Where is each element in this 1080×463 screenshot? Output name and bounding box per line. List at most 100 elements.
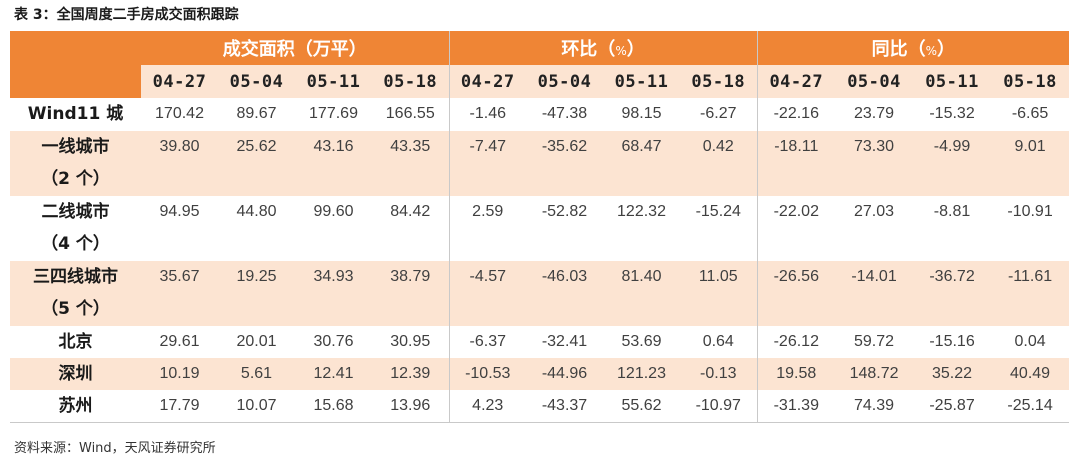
percent-unit: % [925, 44, 937, 58]
cell-value: 177.69 [309, 105, 358, 122]
value-cell: 121.23 [603, 358, 680, 390]
cell-value: -11.61 [1007, 268, 1053, 285]
value-cell: -4.57 [448, 261, 526, 326]
cell-value: 89.67 [236, 105, 277, 122]
value-cell: -8.81 [913, 196, 992, 261]
value-cell: 0.04 [991, 326, 1070, 358]
header-corner [10, 65, 141, 98]
cell-value: 12.39 [390, 365, 431, 382]
cell-value: -43.37 [541, 397, 588, 414]
value-cell: 15.68 [295, 390, 372, 423]
value-cell: -15.32 [913, 98, 992, 131]
cell-value: -15.16 [929, 333, 975, 350]
cell-value: -25.87 [929, 397, 975, 414]
cell-value: -4.57 [469, 268, 506, 285]
value-cell: 84.42 [372, 196, 449, 261]
header-corner [10, 31, 141, 65]
cell-value: -46.03 [541, 268, 588, 285]
cell-value: 25.62 [236, 138, 277, 155]
value-cell: -6.37 [448, 326, 526, 358]
row-label: 三四线城市 （5 个） [10, 261, 141, 326]
percent-unit: % [615, 44, 627, 58]
row-label: 深圳 [10, 358, 141, 390]
cell-value: -6.65 [1011, 105, 1049, 122]
group-header-mom: 环比（%） [448, 31, 758, 65]
table-row: 苏州 17.79 10.07 15.68 13.96 4.23 -43.37 55.62 -10… [10, 390, 1070, 423]
cell-value: 13.96 [390, 397, 431, 414]
value-cell: -4.99 [913, 131, 992, 196]
value-cell: 166.55 [372, 98, 449, 131]
cell-value: 43.35 [390, 138, 431, 155]
cell-value: 23.79 [854, 105, 895, 122]
value-cell: -11.61 [991, 261, 1070, 326]
date-header: 05-11 [913, 65, 992, 98]
group-header-yoy: 同比（%） [756, 31, 1070, 65]
cell-value: 121.23 [617, 365, 666, 382]
row-label-name: 苏州 [58, 396, 93, 416]
date-header: 05-11 [295, 65, 372, 98]
row-label: 苏州 [10, 390, 141, 423]
row-label-name: 三四线城市 [33, 267, 118, 287]
housing-transactions-table: 成交面积（万平） 环比（%） 同比（%） 04-27 05-04 05-11 0… [10, 31, 1070, 423]
value-cell: 13.96 [372, 390, 449, 423]
value-cell: 122.32 [603, 196, 680, 261]
cell-value: 43.16 [313, 138, 354, 155]
value-cell: -10.97 [680, 390, 758, 423]
cell-value: 170.42 [155, 105, 204, 122]
cell-value: 39.80 [159, 138, 200, 155]
row-label: 一线城市 （2 个） [10, 131, 141, 196]
cell-value: -36.72 [929, 268, 975, 285]
cell-value: 30.76 [313, 333, 354, 350]
value-cell: -31.39 [756, 390, 836, 423]
row-label-name: 北京 [58, 332, 93, 352]
value-cell: 35.22 [913, 358, 992, 390]
row-label-name: 二线城市 [41, 202, 110, 222]
cell-value: -6.27 [700, 105, 737, 122]
cell-value: -35.62 [541, 138, 588, 155]
cell-value: 40.49 [1010, 365, 1051, 382]
cell-value: 10.07 [236, 397, 277, 414]
value-cell: -26.12 [756, 326, 836, 358]
value-cell: 30.95 [372, 326, 449, 358]
row-label-name: 深圳 [58, 364, 93, 384]
value-cell: 40.49 [991, 358, 1070, 390]
cell-value: 59.72 [854, 333, 895, 350]
value-cell: -43.37 [526, 390, 603, 423]
value-cell: 25.62 [218, 131, 295, 196]
cell-value: -47.38 [541, 105, 588, 122]
value-cell: 19.25 [218, 261, 295, 326]
value-cell: 68.47 [603, 131, 680, 196]
cell-value: -0.13 [700, 365, 737, 382]
cell-value: -25.14 [1007, 397, 1053, 414]
value-cell: -26.56 [756, 261, 836, 326]
group-header-row: 成交面积（万平） 环比（%） 同比（%） [10, 31, 1070, 65]
cell-value: -10.53 [465, 365, 511, 382]
value-cell: 177.69 [295, 98, 372, 131]
value-cell: -46.03 [526, 261, 603, 326]
cell-value: 12.41 [313, 365, 354, 382]
cell-value: 2.59 [472, 203, 504, 220]
cell-value: 15.68 [313, 397, 354, 414]
cell-value: 73.30 [854, 138, 895, 155]
value-cell: -10.53 [448, 358, 526, 390]
value-cell: 20.01 [218, 326, 295, 358]
cell-value: 11.05 [698, 268, 738, 285]
value-cell: 10.07 [218, 390, 295, 423]
table-row: Wind11 城 170.42 89.67 177.69 166.55 -1.46 -47.… [10, 98, 1070, 131]
cell-value: -26.56 [773, 268, 819, 285]
cell-value: -15.24 [695, 203, 741, 220]
source-note: 资料来源：Wind，天风证券研究所 [14, 441, 216, 456]
cell-value: 55.62 [621, 397, 662, 414]
cell-value: -7.47 [469, 138, 506, 155]
value-cell: -10.91 [991, 196, 1070, 261]
value-cell: -6.27 [680, 98, 758, 131]
cell-value: 19.25 [236, 268, 277, 285]
cell-value: 9.01 [1014, 138, 1046, 155]
value-cell: -22.02 [756, 196, 836, 261]
cell-value: -4.99 [933, 138, 971, 155]
cell-value: 81.40 [621, 268, 662, 285]
cell-value: -52.82 [541, 203, 588, 220]
date-header-row: 04-27 05-04 05-11 05-18 04-27 05-04 05-1… [10, 65, 1070, 98]
value-cell: -44.96 [526, 358, 603, 390]
value-cell: -7.47 [448, 131, 526, 196]
